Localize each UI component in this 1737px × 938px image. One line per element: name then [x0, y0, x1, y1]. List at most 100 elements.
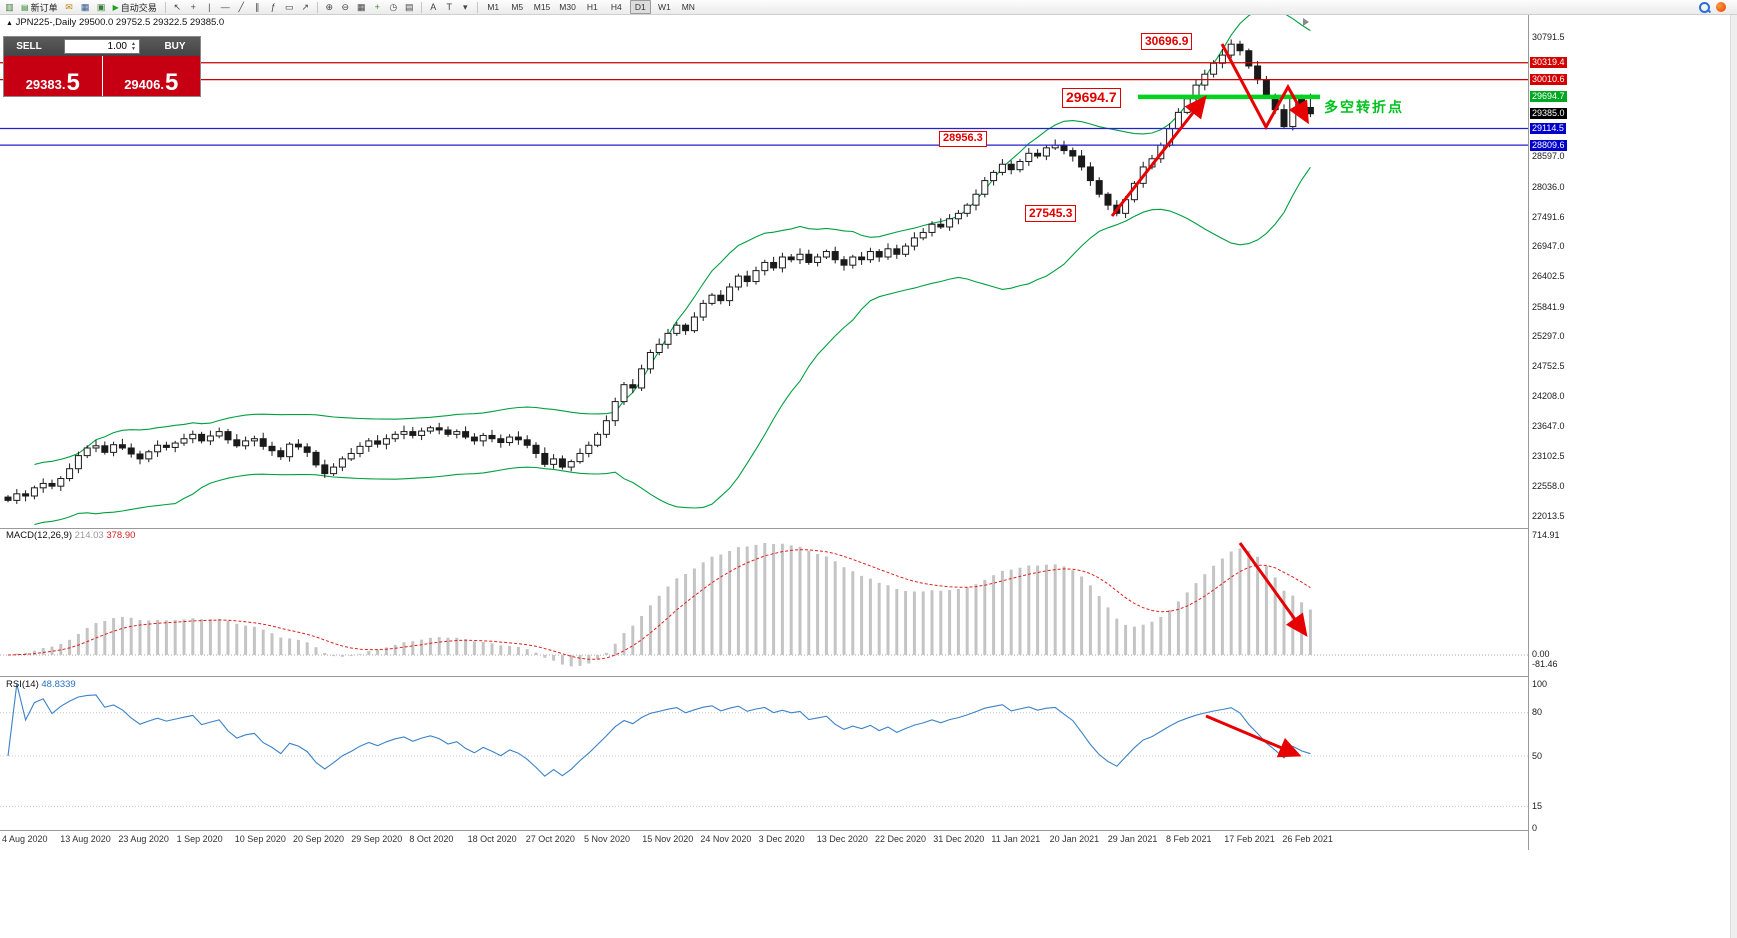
volume-input[interactable] — [65, 41, 129, 52]
shapes-icon[interactable]: ▭ — [284, 1, 294, 12]
time-axis-label: 5 Nov 2020 — [584, 834, 631, 844]
horizontal-line-icon[interactable]: — — [220, 1, 230, 12]
price-axis-label: 22013.5 — [1532, 510, 1565, 521]
time-axis-label: 1 Sep 2020 — [176, 834, 223, 844]
symbol-ohlc-line: ▲ JPN225-,Daily 29500.0 29752.5 29322.5 … — [6, 17, 224, 28]
tile-windows-icon[interactable]: ▦ — [356, 1, 366, 12]
turning-point-note[interactable]: 多空转折点 — [1324, 99, 1404, 115]
timeframe-button-m15[interactable]: M15 — [533, 2, 551, 12]
macd-axis-label: 0.00 — [1532, 649, 1550, 659]
sell-price: 29383. — [25, 76, 66, 92]
time-axis-label: 8 Feb 2021 — [1166, 834, 1212, 844]
crosshair-icon[interactable]: + — [190, 1, 196, 12]
macd-axis-label: 714.91 — [1532, 530, 1560, 540]
rsi-axis-label: 100 — [1532, 678, 1548, 689]
price-annotation[interactable]: 27545.3 — [1025, 205, 1077, 222]
price-axis-label: 23102.5 — [1532, 451, 1565, 462]
sell-header-button[interactable]: SELL — [16, 41, 42, 52]
timeframe-button-m1[interactable]: M1 — [487, 2, 500, 12]
zoom-out-icon[interactable]: ⊖ — [341, 1, 350, 12]
new-order-icon: ▤ — [21, 2, 29, 12]
rsi-axis-label: 0 — [1532, 822, 1538, 833]
time-axis-label: 24 Nov 2020 — [700, 834, 752, 844]
time-axis-label: 22 Dec 2020 — [875, 834, 927, 844]
charts-window-icon[interactable]: ▥ — [5, 1, 14, 12]
vertical-line-icon[interactable]: | — [208, 1, 211, 12]
periods-icon[interactable]: ◷ — [389, 1, 398, 12]
volume-down-icon[interactable]: ▼ — [131, 45, 136, 52]
rsi-down-arrow[interactable] — [1205, 714, 1302, 758]
price-axis-label: 29385.0 — [1530, 108, 1567, 120]
market-watch-icon[interactable]: ▦ — [80, 1, 90, 12]
price-annotation[interactable]: 30696.9 — [1141, 33, 1193, 50]
price-axis-label: 28809.6 — [1530, 139, 1567, 151]
timeframe-button-mn[interactable]: MN — [681, 2, 695, 12]
data-window-icon[interactable]: ▣ — [96, 1, 106, 12]
time-axis-label: 13 Dec 2020 — [816, 834, 868, 844]
reversal-zigzag-arrow[interactable] — [1220, 43, 1309, 131]
cursor-icon[interactable]: ↖ — [173, 1, 182, 12]
time-axis-label: 15 Nov 2020 — [642, 834, 694, 844]
timeframe-button-m30[interactable]: M30 — [559, 2, 576, 12]
time-axis-label: 27 Oct 2020 — [525, 834, 575, 844]
notification-icon[interactable] — [1716, 2, 1726, 12]
timeframe-button-m5[interactable]: M5 — [511, 2, 524, 12]
time-axis-label: 23 Aug 2020 — [118, 834, 169, 844]
buy-price: 29406. — [124, 76, 164, 92]
vertical-scrollbar[interactable] — [1730, 15, 1737, 938]
timeframe-button-h4[interactable]: H4 — [610, 2, 622, 12]
rsi-axis-label: 15 — [1532, 800, 1543, 811]
sell-price-button[interactable]: 29383. 5 — [4, 56, 103, 96]
volume-up-icon[interactable]: ▲ — [131, 40, 136, 47]
time-axis-label: 11 Jan 2021 — [991, 834, 1041, 844]
mail-icon[interactable]: ✉ — [65, 1, 73, 12]
play-icon: ▶ — [112, 2, 119, 12]
macd-title: MACD(12,26,9) — [6, 530, 72, 541]
price-axis-label: 24752.5 — [1532, 361, 1565, 371]
price-annotation[interactable]: 29694.7 — [1062, 88, 1121, 108]
chart-canvas[interactable] — [0, 0, 1570, 852]
sell-price-pip: 5 — [66, 68, 80, 96]
chart-shift-marker[interactable] — [1303, 18, 1309, 26]
timeframe-button-w1[interactable]: W1 — [657, 2, 671, 12]
time-axis-label: 29 Jan 2021 — [1107, 834, 1158, 844]
price-axis-label: 23647.0 — [1532, 421, 1565, 432]
zoom-in-icon[interactable]: ⊕ — [325, 1, 334, 12]
price-annotation[interactable]: 28956.3 — [939, 131, 987, 147]
macd-down-arrow[interactable] — [1238, 542, 1308, 637]
price-axis-label: 30010.6 — [1530, 74, 1567, 86]
text-label-icon[interactable]: A — [430, 1, 437, 12]
arrow-style-icon[interactable]: ▾ — [462, 1, 468, 12]
time-axis-label: 17 Feb 2021 — [1224, 834, 1275, 844]
auto-trading-button[interactable]: ▶ 自动交易 — [110, 1, 160, 14]
time-axis-label: 13 Aug 2020 — [60, 834, 111, 844]
fibonacci-icon[interactable]: ƒ — [270, 1, 276, 12]
price-axis-label: 26402.5 — [1532, 271, 1565, 281]
arrow-objects-icon[interactable]: ↗ — [301, 1, 310, 12]
search-icon[interactable] — [1699, 1, 1710, 13]
toolbar-separator — [164, 1, 166, 13]
trendline-icon[interactable]: ╱ — [238, 1, 244, 12]
indicators-icon[interactable]: + — [374, 1, 380, 12]
rally-up-arrow[interactable] — [1110, 95, 1207, 217]
toolbar-separator — [420, 1, 422, 13]
buy-header-button[interactable]: BUY — [164, 41, 186, 52]
templates-icon[interactable]: ▤ — [404, 1, 414, 12]
price-axis-label: 30319.4 — [1530, 57, 1567, 69]
timeframe-button-d1[interactable]: D1 — [629, 0, 651, 14]
rsi-axis-label: 80 — [1532, 707, 1543, 718]
price-axis-label: 28597.0 — [1532, 151, 1565, 162]
new-order-button[interactable]: ▤ 新订单 — [18, 1, 61, 14]
equidistant-channel-icon[interactable]: ∥ — [255, 1, 260, 12]
buy-price-button[interactable]: 29406. 5 — [102, 56, 200, 96]
price-axis-label: 28036.0 — [1532, 181, 1565, 192]
timeframe-button-h1[interactable]: H1 — [586, 2, 598, 12]
price-axis-label: 29114.5 — [1530, 123, 1566, 134]
text-icon[interactable]: T — [446, 1, 453, 12]
rsi-title: RSI(14) — [6, 679, 39, 690]
macd-header: MACD(12,26,9) 214.03 378.90 — [6, 530, 135, 541]
time-axis-label: 10 Sep 2020 — [234, 834, 286, 844]
price-axis-label: 22558.0 — [1532, 480, 1565, 491]
rsi-value: 48.8339 — [41, 679, 76, 690]
